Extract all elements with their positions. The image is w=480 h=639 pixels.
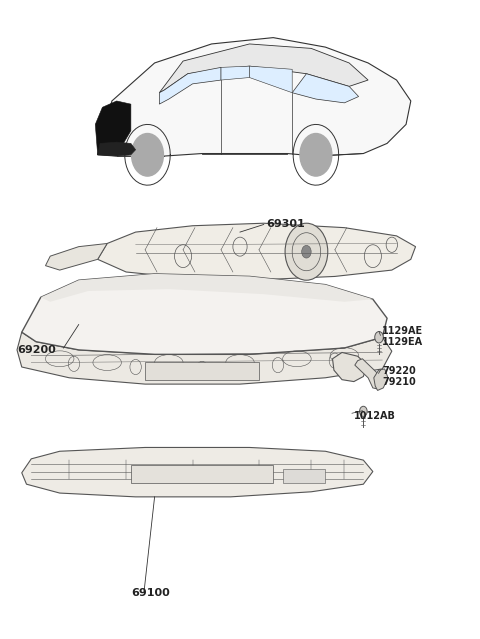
Polygon shape	[22, 274, 387, 355]
Circle shape	[300, 134, 332, 176]
Text: 79210: 79210	[383, 377, 416, 387]
Polygon shape	[292, 73, 359, 103]
Bar	[131, 465, 273, 483]
Circle shape	[132, 134, 163, 176]
Circle shape	[301, 245, 311, 258]
Text: 69200: 69200	[17, 345, 56, 355]
Bar	[283, 469, 325, 483]
Polygon shape	[159, 67, 221, 104]
Text: 1012AB: 1012AB	[354, 411, 396, 421]
Text: 1129EA: 1129EA	[383, 337, 423, 347]
Circle shape	[375, 332, 384, 343]
Polygon shape	[97, 38, 411, 156]
Polygon shape	[159, 44, 368, 93]
Polygon shape	[22, 447, 373, 497]
Polygon shape	[333, 353, 367, 381]
Polygon shape	[374, 369, 388, 390]
Text: 1129AE: 1129AE	[383, 326, 423, 336]
Polygon shape	[97, 142, 136, 156]
Circle shape	[285, 223, 328, 281]
Polygon shape	[41, 274, 373, 302]
Bar	[145, 362, 259, 380]
Polygon shape	[96, 101, 131, 155]
Polygon shape	[221, 66, 250, 80]
Text: 79220: 79220	[383, 366, 416, 376]
Polygon shape	[250, 66, 292, 93]
Polygon shape	[46, 243, 107, 270]
Circle shape	[360, 406, 367, 417]
Polygon shape	[17, 332, 392, 384]
Text: 69301: 69301	[266, 219, 305, 229]
Polygon shape	[355, 358, 383, 389]
Text: 69100: 69100	[131, 588, 169, 598]
Polygon shape	[97, 223, 416, 280]
